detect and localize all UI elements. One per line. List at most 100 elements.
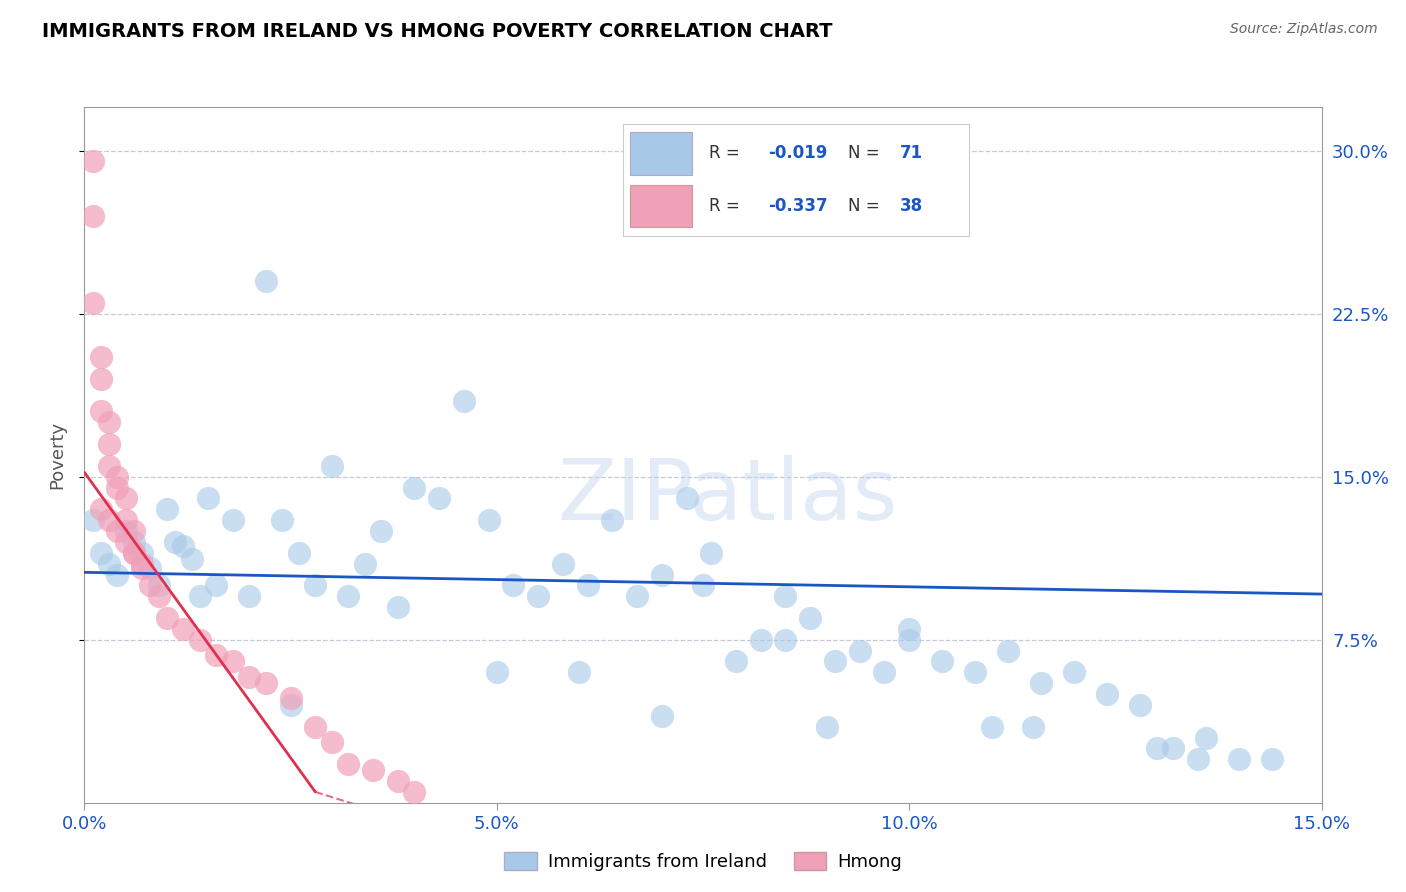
Point bbox=[965, 665, 987, 680]
Point bbox=[222, 655, 245, 669]
Point bbox=[98, 437, 121, 451]
Point bbox=[321, 458, 343, 473]
Point bbox=[1187, 752, 1209, 766]
Point bbox=[122, 546, 145, 560]
Point bbox=[502, 578, 524, 592]
Point bbox=[1146, 741, 1168, 756]
Point bbox=[114, 491, 136, 506]
Point bbox=[122, 546, 145, 560]
Point bbox=[131, 561, 153, 575]
Point bbox=[90, 546, 112, 560]
Point bbox=[980, 720, 1002, 734]
Point bbox=[304, 578, 326, 592]
Point bbox=[105, 469, 128, 483]
Point bbox=[82, 154, 104, 169]
Point bbox=[485, 665, 508, 680]
Point bbox=[98, 415, 121, 429]
Point bbox=[254, 676, 277, 690]
Point bbox=[148, 578, 170, 592]
Point bbox=[1261, 752, 1284, 766]
Point bbox=[1031, 676, 1053, 690]
Point bbox=[931, 655, 953, 669]
Point bbox=[105, 524, 128, 538]
Point bbox=[1227, 752, 1250, 766]
Point bbox=[692, 578, 714, 592]
Point bbox=[288, 546, 311, 560]
Point bbox=[165, 535, 187, 549]
Point bbox=[724, 655, 747, 669]
Point bbox=[453, 393, 475, 408]
Point bbox=[815, 720, 838, 734]
Point bbox=[205, 648, 228, 662]
Point bbox=[222, 513, 245, 527]
Y-axis label: Poverty: Poverty bbox=[48, 421, 66, 489]
Point bbox=[98, 513, 121, 527]
Point bbox=[139, 578, 162, 592]
Point bbox=[205, 578, 228, 592]
Point bbox=[131, 557, 153, 571]
Point bbox=[82, 295, 104, 310]
Point bbox=[1129, 698, 1152, 712]
Point bbox=[172, 539, 194, 553]
Point bbox=[675, 491, 697, 506]
Legend: Immigrants from Ireland, Hmong: Immigrants from Ireland, Hmong bbox=[498, 845, 908, 879]
Point bbox=[254, 274, 277, 288]
Point bbox=[180, 552, 202, 566]
Point bbox=[568, 665, 591, 680]
Point bbox=[304, 720, 326, 734]
Point bbox=[156, 502, 179, 516]
Point bbox=[238, 589, 260, 603]
Point bbox=[90, 404, 112, 418]
Point bbox=[848, 643, 870, 657]
Point bbox=[651, 567, 673, 582]
Point bbox=[271, 513, 294, 527]
Point bbox=[90, 502, 112, 516]
Point bbox=[90, 350, 112, 364]
Point bbox=[105, 481, 128, 495]
Point bbox=[626, 589, 648, 603]
Point bbox=[188, 632, 211, 647]
Point bbox=[477, 513, 499, 527]
Point bbox=[749, 632, 772, 647]
Text: ZIPatlas: ZIPatlas bbox=[557, 455, 898, 538]
Point bbox=[139, 561, 162, 575]
Point bbox=[188, 589, 211, 603]
Point bbox=[1195, 731, 1218, 745]
Point bbox=[551, 557, 574, 571]
Point bbox=[1095, 687, 1118, 701]
Text: Source: ZipAtlas.com: Source: ZipAtlas.com bbox=[1230, 22, 1378, 37]
Point bbox=[98, 557, 121, 571]
Point bbox=[131, 546, 153, 560]
Point bbox=[576, 578, 599, 592]
Point bbox=[387, 774, 409, 789]
Point bbox=[337, 589, 360, 603]
Point bbox=[700, 546, 723, 560]
Point bbox=[114, 524, 136, 538]
Point bbox=[197, 491, 219, 506]
Point bbox=[775, 589, 797, 603]
Point bbox=[98, 458, 121, 473]
Text: IMMIGRANTS FROM IRELAND VS HMONG POVERTY CORRELATION CHART: IMMIGRANTS FROM IRELAND VS HMONG POVERTY… bbox=[42, 22, 832, 41]
Point bbox=[387, 600, 409, 615]
Point bbox=[321, 735, 343, 749]
Point bbox=[82, 513, 104, 527]
Point bbox=[824, 655, 846, 669]
Point bbox=[1063, 665, 1085, 680]
Point bbox=[1161, 741, 1184, 756]
Point bbox=[122, 535, 145, 549]
Point bbox=[148, 589, 170, 603]
Point bbox=[337, 756, 360, 771]
Point bbox=[353, 557, 375, 571]
Point bbox=[82, 209, 104, 223]
Point bbox=[122, 524, 145, 538]
Point bbox=[238, 670, 260, 684]
Point bbox=[172, 622, 194, 636]
Point bbox=[799, 611, 821, 625]
Point bbox=[156, 611, 179, 625]
Point bbox=[280, 698, 302, 712]
Point bbox=[105, 567, 128, 582]
Point bbox=[361, 763, 384, 777]
Point bbox=[404, 481, 426, 495]
Point bbox=[427, 491, 450, 506]
Point bbox=[898, 622, 921, 636]
